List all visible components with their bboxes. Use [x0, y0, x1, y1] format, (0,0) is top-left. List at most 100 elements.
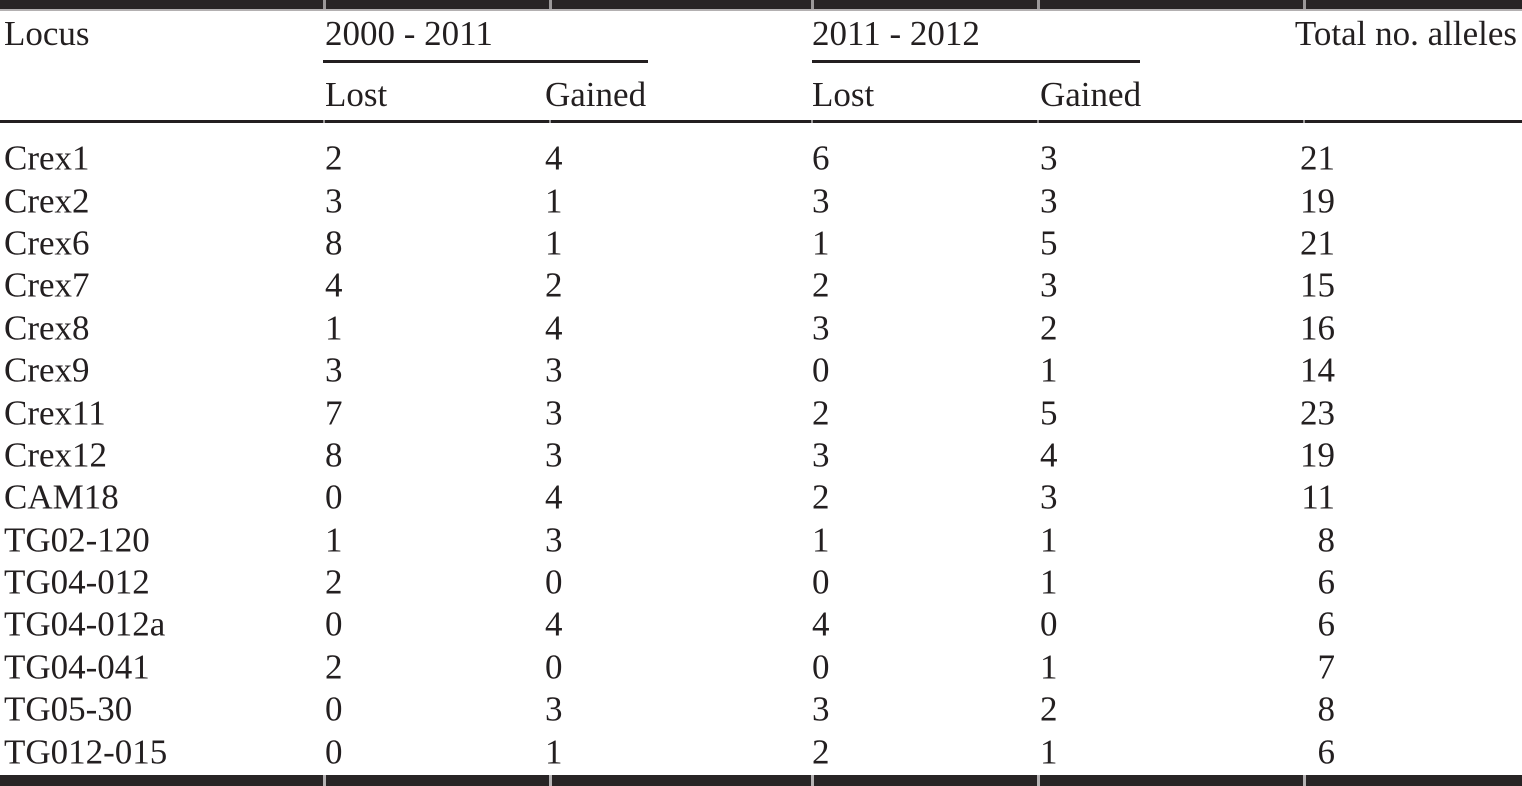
period1-lost-cell: 4: [325, 265, 343, 305]
period1-lost-cell: 0: [325, 732, 343, 772]
locus-cell: Crex8: [4, 308, 90, 348]
table-row: TG02-120 1 3 1 1 8: [0, 519, 1522, 561]
period2-gained-cell: 3: [1040, 138, 1058, 178]
column-tick: [323, 0, 326, 9]
total-alleles-cell: 6: [1317, 562, 1336, 602]
locus-cell: CAM18: [4, 477, 119, 517]
total-alleles-cell: 8: [1317, 689, 1336, 729]
period2-lost-cell: 0: [812, 562, 830, 602]
period1-gained-cell: 0: [545, 647, 563, 687]
period2-gained-cell: 1: [1040, 732, 1058, 772]
period2-gained-cell: 3: [1040, 181, 1058, 221]
period1-gained-cell: 3: [545, 689, 563, 729]
column-tick: [811, 0, 814, 9]
total-alleles-cell: 21: [1300, 138, 1335, 178]
period1-gained-cell: 1: [545, 732, 563, 772]
period2-spanner-rule: [812, 60, 1140, 63]
period2-gained-cell: 2: [1040, 689, 1058, 729]
table-row: TG05-30 0 3 3 2 8: [0, 688, 1522, 730]
period1-gained-cell: 4: [545, 138, 563, 178]
period1-lost-cell: 2: [325, 562, 343, 602]
period2-lost-cell: 3: [812, 308, 830, 348]
period2-lost-cell: 4: [812, 604, 830, 644]
locus-cell: Crex6: [4, 223, 90, 263]
subheader-period2-gained: Gained: [1040, 75, 1142, 114]
table-row: TG04-041 2 0 0 1 7: [0, 646, 1522, 688]
table-row: Crex7 4 2 2 3 15: [0, 264, 1522, 306]
locus-cell: TG04-012: [4, 562, 150, 602]
total-alleles-cell: 8: [1317, 520, 1336, 560]
period1-gained-cell: 4: [545, 308, 563, 348]
period1-gained-cell: 4: [545, 604, 563, 644]
total-alleles-cell: 21: [1300, 223, 1335, 263]
period2-gained-cell: 5: [1040, 223, 1058, 263]
column-tick: [811, 775, 814, 786]
subheader-period1-lost: Lost: [325, 75, 388, 114]
column-tick: [549, 120, 551, 123]
table-row: TG012-015 0 1 2 1 6: [0, 730, 1522, 772]
header-body-rule: [0, 120, 1522, 123]
column-header-total: Total no. alleles: [1294, 14, 1517, 53]
locus-cell: Crex1: [4, 138, 90, 178]
column-header-period1: 2000 - 2011: [325, 14, 493, 53]
locus-cell: TG04-012a: [4, 604, 166, 644]
period2-lost-cell: 2: [812, 477, 830, 517]
total-alleles-cell: 19: [1300, 435, 1335, 475]
period1-lost-cell: 8: [325, 223, 343, 263]
column-tick: [549, 775, 552, 786]
locus-cell: TG04-041: [4, 647, 150, 687]
table-row: Crex1 2 4 6 3 21: [0, 137, 1522, 179]
period1-lost-cell: 3: [325, 350, 343, 390]
total-alleles-cell: 23: [1300, 393, 1335, 433]
total-alleles-cell: 6: [1317, 732, 1336, 772]
period2-lost-cell: 2: [812, 265, 830, 305]
period1-lost-cell: 1: [325, 520, 343, 560]
subheader-period2-lost: Lost: [812, 75, 875, 114]
total-alleles-cell: 6: [1317, 604, 1336, 644]
total-alleles-cell: 19: [1300, 181, 1335, 221]
period1-lost-cell: 7: [325, 393, 343, 433]
period1-lost-cell: 8: [325, 435, 343, 475]
locus-cell: Crex9: [4, 350, 90, 390]
table-row: CAM18 0 4 2 3 11: [0, 476, 1522, 518]
period1-gained-cell: 3: [545, 435, 563, 475]
table-row: Crex2 3 1 3 3 19: [0, 179, 1522, 221]
period2-gained-cell: 2: [1040, 308, 1058, 348]
period2-gained-cell: 1: [1040, 562, 1058, 602]
period1-gained-cell: 0: [545, 562, 563, 602]
period1-gained-cell: 3: [545, 350, 563, 390]
total-alleles-cell: 11: [1301, 477, 1335, 517]
total-alleles-cell: 14: [1300, 350, 1335, 390]
table-row: Crex9 3 3 0 1 14: [0, 349, 1522, 391]
period1-spanner-rule: [323, 60, 648, 63]
locus-cell: Crex7: [4, 265, 90, 305]
column-tick: [1037, 0, 1040, 9]
column-tick: [1303, 120, 1305, 123]
period2-lost-cell: 6: [812, 138, 830, 178]
period2-lost-cell: 0: [812, 647, 830, 687]
period2-gained-cell: 0: [1040, 604, 1058, 644]
period1-lost-cell: 0: [325, 689, 343, 729]
total-alleles-cell: 7: [1317, 647, 1336, 687]
period2-gained-cell: 5: [1040, 393, 1058, 433]
table-bottom-rule: [0, 775, 1522, 786]
column-tick: [1037, 120, 1039, 123]
table-row: TG04-012a 0 4 4 0 6: [0, 603, 1522, 645]
period1-lost-cell: 0: [325, 477, 343, 517]
column-header-locus: Locus: [4, 14, 90, 53]
period2-lost-cell: 3: [812, 435, 830, 475]
period2-lost-cell: 3: [812, 181, 830, 221]
column-tick: [811, 120, 813, 123]
period1-lost-cell: 0: [325, 604, 343, 644]
period2-gained-cell: 1: [1040, 350, 1058, 390]
table-row: Crex6 8 1 1 5 21: [0, 222, 1522, 264]
period2-gained-cell: 3: [1040, 265, 1058, 305]
period2-gained-cell: 1: [1040, 520, 1058, 560]
period2-gained-cell: 1: [1040, 647, 1058, 687]
period2-lost-cell: 2: [812, 732, 830, 772]
period2-lost-cell: 2: [812, 393, 830, 433]
locus-cell: TG05-30: [4, 689, 133, 729]
period1-gained-cell: 3: [545, 393, 563, 433]
table-row: Crex12 8 3 3 4 19: [0, 434, 1522, 476]
